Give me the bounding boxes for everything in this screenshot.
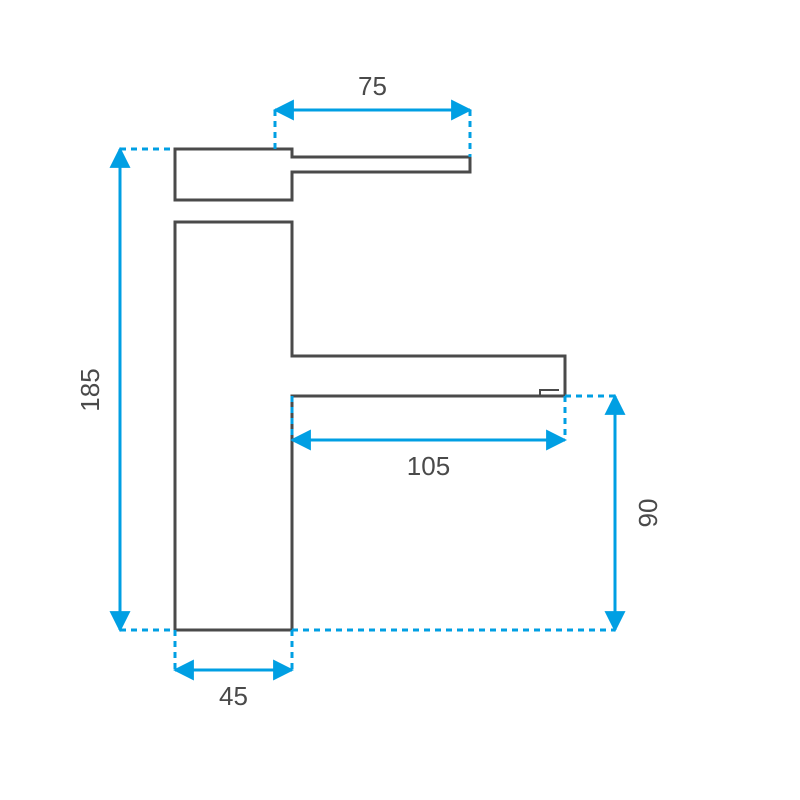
label-105: 105 <box>407 451 450 481</box>
label-185: 185 <box>75 368 105 411</box>
label-75: 75 <box>358 71 387 101</box>
faucet-outline <box>175 149 565 630</box>
label-90: 90 <box>633 499 663 528</box>
label-45: 45 <box>219 681 248 711</box>
faucet-dimension-drawing: 185 45 75 105 90 <box>0 0 800 800</box>
